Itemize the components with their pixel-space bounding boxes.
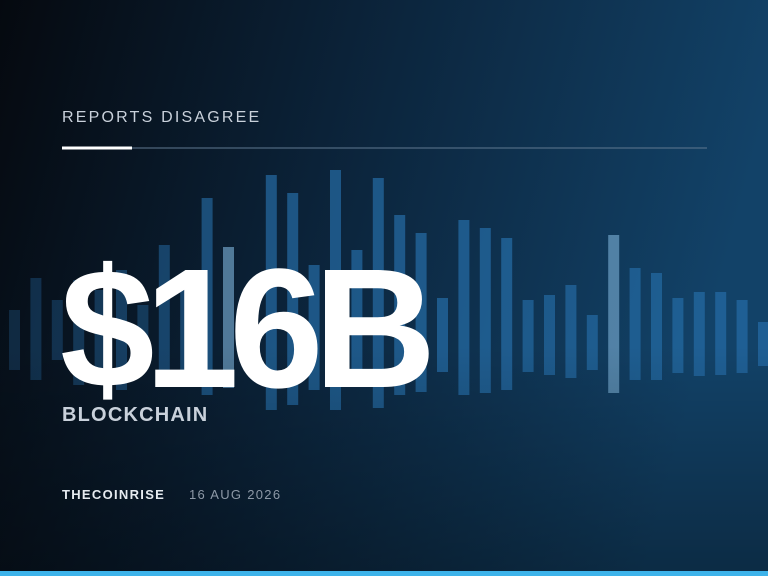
bottom-accent [0, 571, 768, 576]
source: THECOINRISE [62, 487, 165, 502]
kicker: REPORTS DISAGREE [62, 109, 261, 126]
headline-topic: BLOCKCHAIN [62, 404, 208, 426]
date: 16 AUG 2026 [189, 487, 281, 502]
headline-figure: $16B [60, 234, 430, 424]
